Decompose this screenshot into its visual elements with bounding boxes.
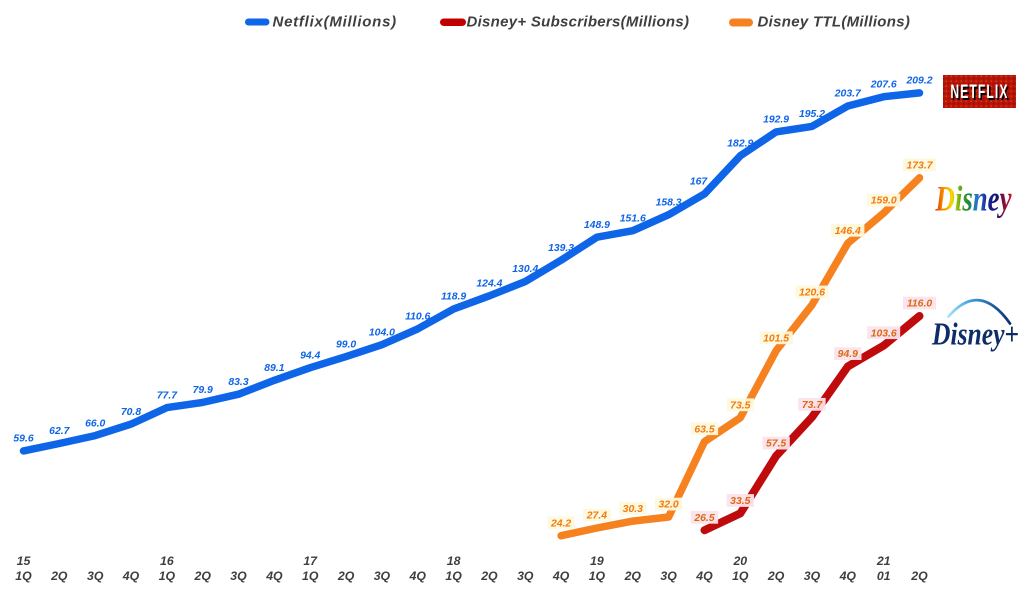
svg-text:203.7: 203.7: [834, 89, 862, 100]
svg-text:17: 17: [303, 554, 318, 568]
svg-text:148.9: 148.9: [584, 220, 610, 231]
svg-text:4Q: 4Q: [839, 569, 857, 583]
svg-text:116.0: 116.0: [907, 299, 932, 310]
svg-text:33.5: 33.5: [730, 496, 750, 507]
svg-text:Disney TTL(Millions): Disney TTL(Millions): [758, 14, 911, 31]
svg-text:83.3: 83.3: [228, 377, 248, 388]
svg-text:NETFLIX: NETFLIX: [952, 83, 1010, 105]
svg-text:15: 15: [17, 554, 31, 568]
svg-text:Disney+: Disney+: [931, 316, 1019, 352]
svg-text:NETFLIX: NETFLIX: [950, 81, 1008, 103]
svg-text:94.4: 94.4: [300, 350, 320, 361]
svg-text:19: 19: [590, 554, 604, 568]
svg-text:89.1: 89.1: [264, 363, 284, 374]
svg-text:18: 18: [447, 554, 461, 568]
svg-text:32.0: 32.0: [658, 500, 678, 511]
svg-text:01: 01: [877, 569, 891, 583]
svg-text:1Q: 1Q: [302, 569, 319, 583]
svg-text:63.5: 63.5: [694, 424, 714, 435]
svg-text:146.4: 146.4: [835, 226, 861, 237]
svg-text:99.0: 99.0: [336, 339, 356, 350]
svg-text:20: 20: [732, 554, 747, 568]
svg-text:94.9: 94.9: [838, 349, 858, 360]
svg-text:2Q: 2Q: [193, 569, 211, 583]
svg-text:2Q: 2Q: [767, 569, 785, 583]
svg-text:1Q: 1Q: [445, 569, 462, 583]
svg-text:4Q: 4Q: [695, 569, 713, 583]
svg-text:2Q: 2Q: [910, 569, 928, 583]
svg-text:79.9: 79.9: [193, 385, 213, 396]
svg-text:182.9: 182.9: [727, 139, 753, 150]
svg-text:73.7: 73.7: [802, 400, 823, 411]
svg-text:62.7: 62.7: [49, 426, 70, 437]
svg-text:118.9: 118.9: [441, 292, 466, 303]
svg-text:3Q: 3Q: [374, 569, 391, 583]
svg-text:120.6: 120.6: [799, 288, 825, 299]
svg-text:207.6: 207.6: [870, 79, 897, 90]
svg-text:4Q: 4Q: [552, 569, 570, 583]
svg-text:101.5: 101.5: [763, 333, 789, 344]
svg-text:2Q: 2Q: [337, 569, 355, 583]
svg-text:4Q: 4Q: [122, 569, 140, 583]
svg-text:2Q: 2Q: [624, 569, 642, 583]
svg-text:3Q: 3Q: [517, 569, 534, 583]
svg-text:151.6: 151.6: [620, 213, 646, 224]
svg-text:4Q: 4Q: [265, 569, 283, 583]
svg-text:192.9: 192.9: [763, 115, 789, 126]
svg-text:21: 21: [876, 554, 891, 568]
svg-text:104.0: 104.0: [369, 327, 395, 338]
svg-text:173.7: 173.7: [906, 161, 933, 172]
svg-text:1Q: 1Q: [732, 569, 749, 583]
svg-text:16: 16: [160, 554, 174, 568]
svg-text:167: 167: [690, 177, 709, 188]
svg-text:110.6: 110.6: [405, 312, 430, 323]
svg-text:1Q: 1Q: [589, 569, 606, 583]
svg-text:Disney: Disney: [935, 179, 1012, 219]
svg-text:209.2: 209.2: [905, 76, 932, 87]
svg-text:2Q: 2Q: [480, 569, 498, 583]
svg-text:3Q: 3Q: [230, 569, 247, 583]
svg-text:103.6: 103.6: [871, 328, 897, 339]
svg-text:30.3: 30.3: [623, 504, 643, 515]
svg-text:73.5: 73.5: [730, 400, 750, 411]
svg-text:3Q: 3Q: [804, 569, 821, 583]
svg-text:Disney+ Subscribers(Millions): Disney+ Subscribers(Millions): [467, 14, 690, 31]
svg-text:Netflix(Millions): Netflix(Millions): [273, 14, 397, 31]
svg-text:158.3: 158.3: [656, 197, 682, 208]
svg-text:3Q: 3Q: [87, 569, 104, 583]
svg-text:77.7: 77.7: [157, 390, 178, 401]
svg-text:59.6: 59.6: [13, 434, 33, 445]
svg-text:195.2: 195.2: [799, 109, 825, 120]
svg-text:124.4: 124.4: [476, 279, 502, 290]
svg-text:66.0: 66.0: [85, 418, 105, 429]
svg-text:3Q: 3Q: [660, 569, 677, 583]
svg-text:24.2: 24.2: [550, 518, 571, 529]
svg-text:130.4: 130.4: [512, 264, 538, 275]
svg-text:70.8: 70.8: [121, 407, 141, 418]
svg-text:1Q: 1Q: [159, 569, 176, 583]
svg-text:26.5: 26.5: [693, 513, 714, 524]
svg-text:159.0: 159.0: [871, 196, 897, 207]
svg-text:4Q: 4Q: [408, 569, 426, 583]
svg-text:27.4: 27.4: [586, 511, 607, 522]
svg-text:2Q: 2Q: [50, 569, 68, 583]
svg-text:139.3: 139.3: [548, 243, 574, 254]
svg-text:57.5: 57.5: [766, 439, 786, 450]
svg-text:1Q: 1Q: [15, 569, 32, 583]
